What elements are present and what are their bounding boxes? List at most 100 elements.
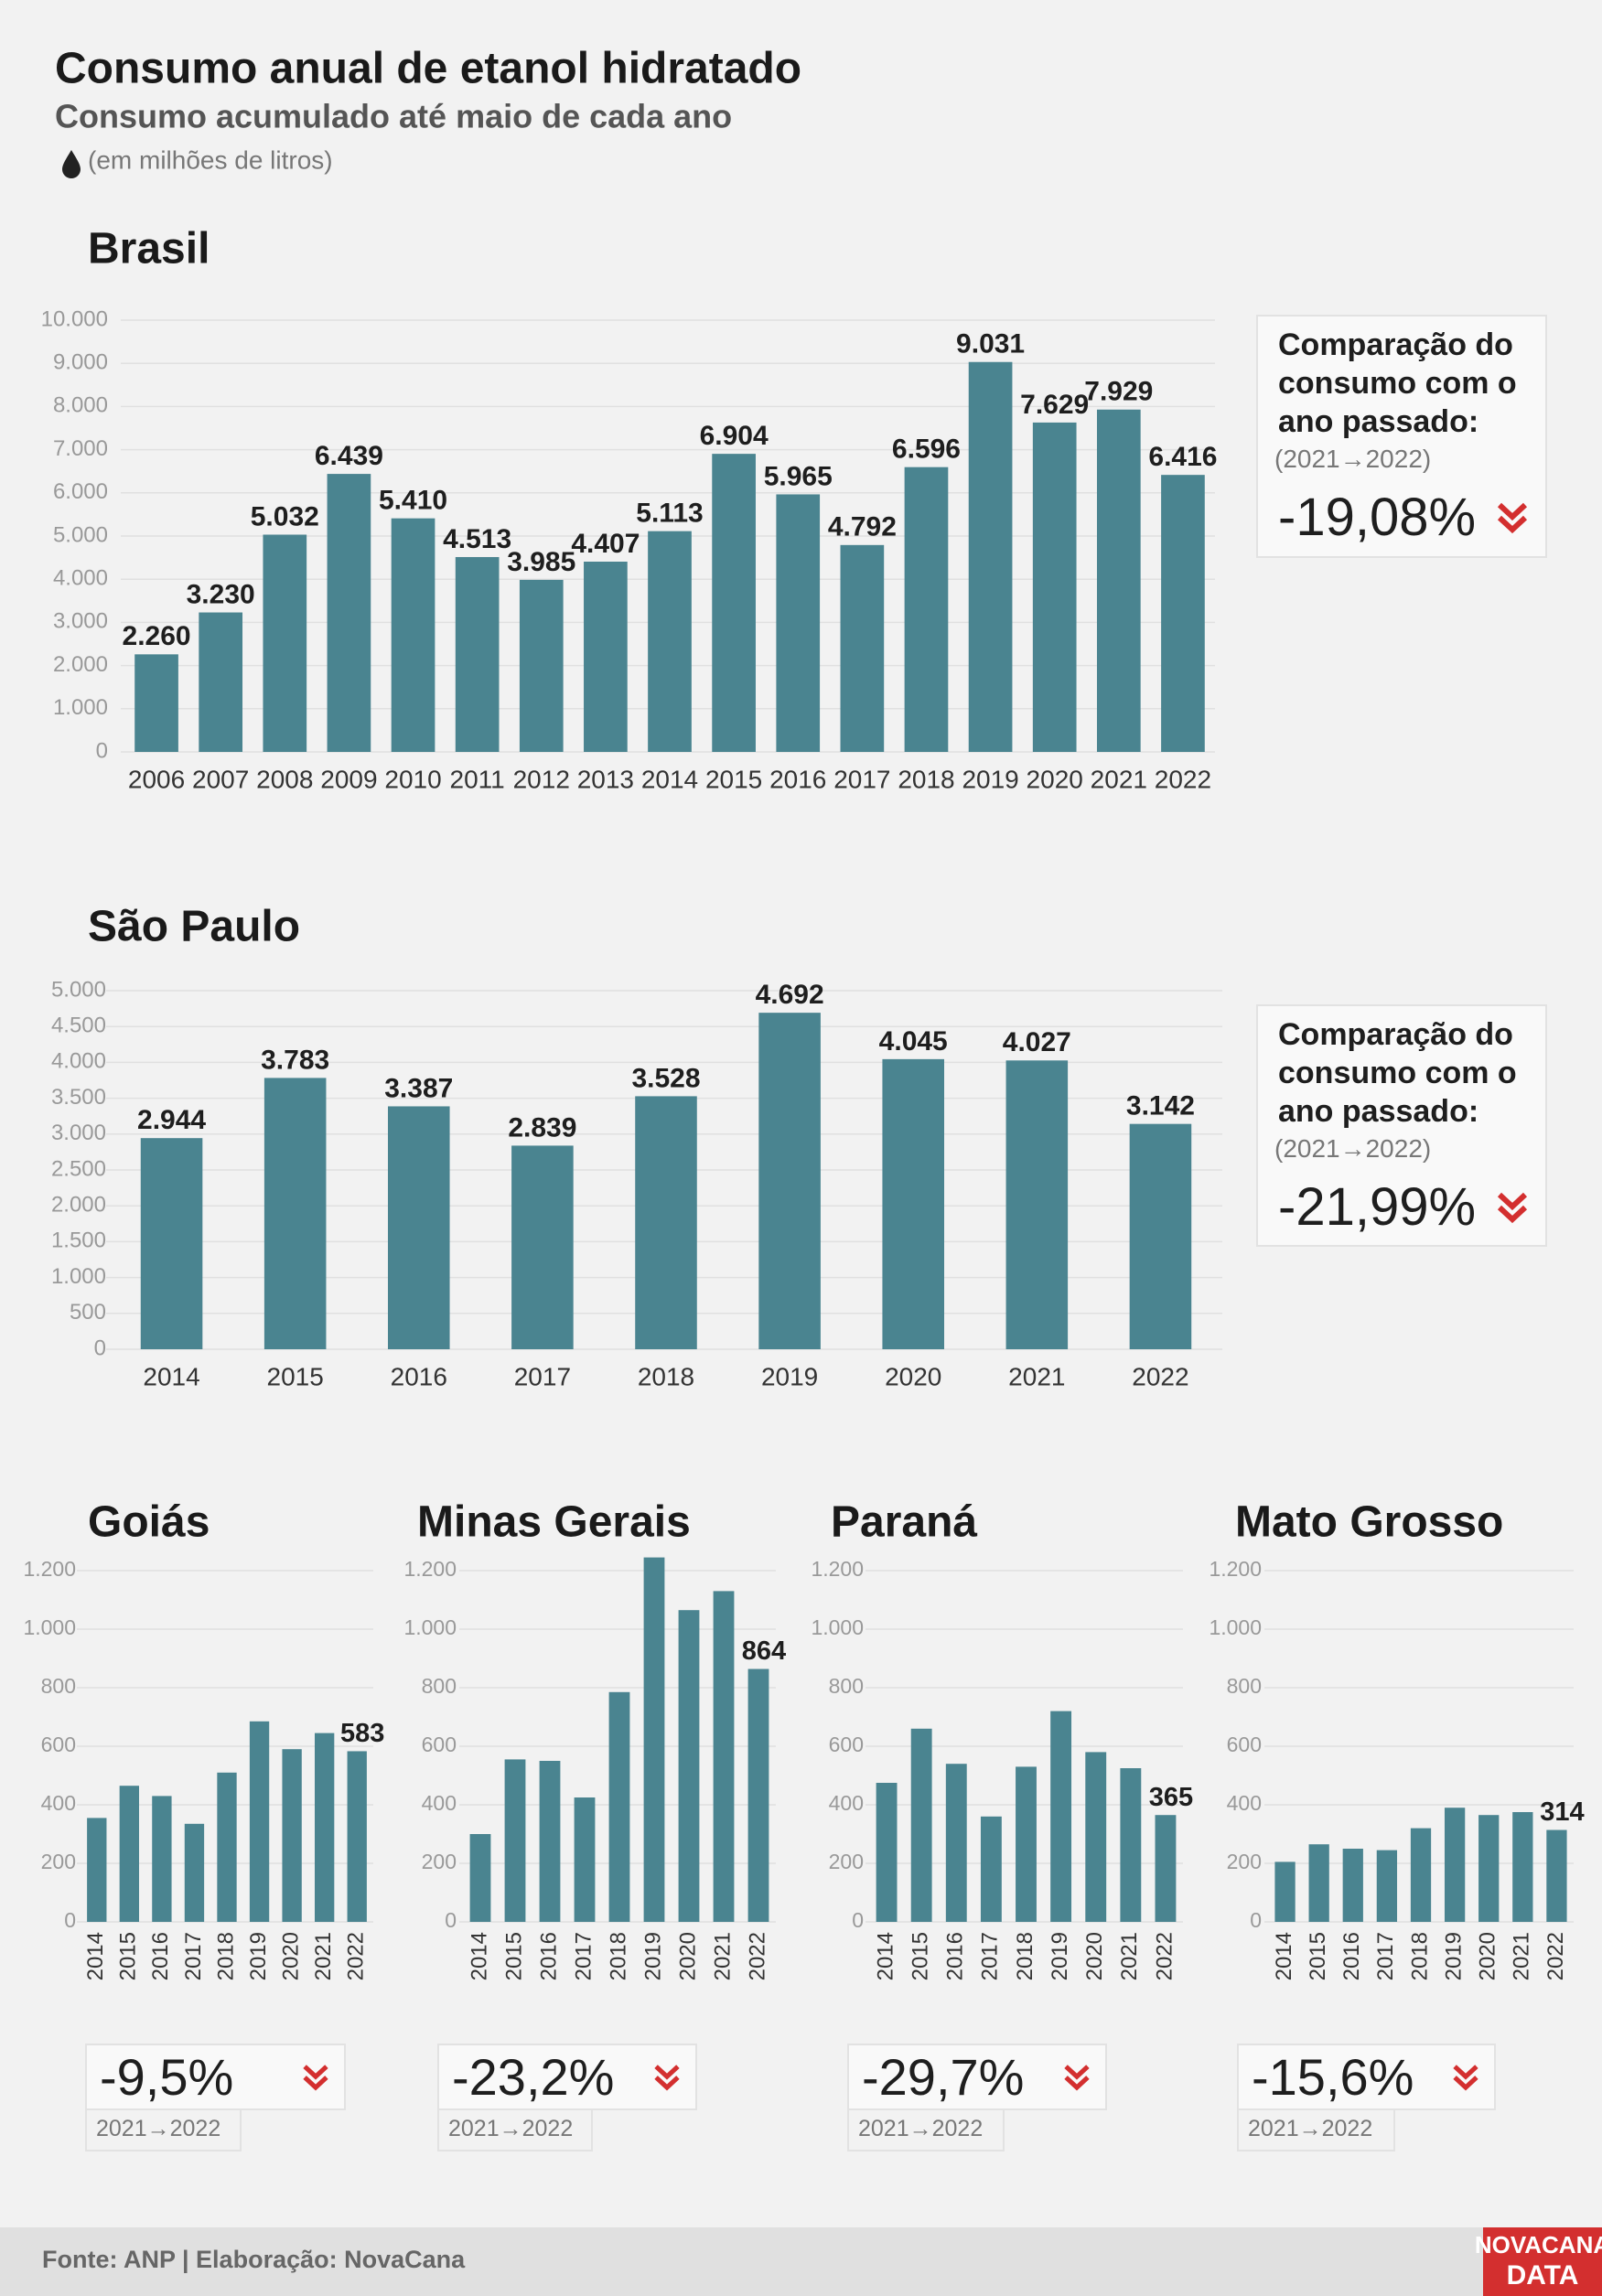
chart-title: Brasil <box>88 225 210 274</box>
bar-chart: Paraná 0 200 400 600 800 1.000 1.200 2014 2015 201… <box>811 1498 1193 1981</box>
x-tick-label: 2014 <box>143 1362 199 1390</box>
comparison-row: -9,5% <box>87 2045 344 2108</box>
data-label: 6.904 <box>700 421 769 451</box>
bar <box>152 1796 172 1922</box>
y-tick-label: 0 <box>1250 1908 1262 1932</box>
x-tick-label: 2015 <box>1306 1932 1330 1980</box>
comparison-row: -15,6% <box>1239 2045 1494 2108</box>
x-tick-label: 2022 <box>344 1932 369 1980</box>
y-tick-label: 1.000 <box>403 1615 457 1639</box>
x-tick-label: 2022 <box>1155 765 1211 793</box>
bar <box>1120 1768 1142 1922</box>
data-label: 3.142 <box>1126 1091 1195 1121</box>
bar <box>1129 1123 1192 1349</box>
x-tick-label: 2020 <box>1082 1932 1107 1980</box>
x-tick-label: 2016 <box>536 1932 561 1980</box>
down-arrow <box>654 2064 680 2091</box>
data-label: 3.387 <box>384 1073 453 1103</box>
bar <box>134 654 178 752</box>
x-tick-label: 2016 <box>943 1932 968 1980</box>
y-tick-label: 2.000 <box>53 652 108 677</box>
bar <box>119 1786 139 1922</box>
y-tick-label: 4.000 <box>51 1049 106 1074</box>
comparison-box: -15,6% <box>1237 2044 1496 2110</box>
y-tick-label: 600 <box>422 1733 457 1756</box>
x-tick-label: 2015 <box>705 765 762 793</box>
x-tick-label: 2014 <box>467 1932 491 1980</box>
comparison-change: -29,7% <box>862 2048 1025 2106</box>
comparison-box: Comparação do consumo com o ano passado:… <box>1256 1004 1547 1247</box>
x-tick-label: 2017 <box>1373 1932 1398 1980</box>
bar <box>713 1591 735 1922</box>
bar <box>910 1728 932 1922</box>
x-tick-label: 2016 <box>1339 1932 1364 1980</box>
bar <box>539 1761 561 1922</box>
y-tick-label: 0 <box>94 1336 106 1360</box>
data-label: 4.792 <box>828 512 897 542</box>
x-tick-label: 2019 <box>246 1932 271 1980</box>
x-tick-label: 2014 <box>873 1932 898 1980</box>
comparison-change: -15,6% <box>1252 2048 1414 2106</box>
x-tick-label: 2012 <box>513 765 570 793</box>
bar <box>217 1772 237 1922</box>
bar <box>882 1058 944 1349</box>
data-label: 7.629 <box>1020 390 1089 420</box>
comparison-period: 2021→2022 <box>847 2110 1005 2151</box>
x-tick-label: 2022 <box>1152 1932 1177 1980</box>
x-tick-label: 2019 <box>761 1362 818 1390</box>
bar <box>140 1138 203 1349</box>
x-tick-label: 2018 <box>1013 1932 1038 1980</box>
subtitle: Consumo acumulado até maio de cada ano <box>55 98 732 135</box>
y-tick-label: 5.000 <box>53 522 108 547</box>
x-tick-label: 2018 <box>898 765 954 793</box>
comparison-period: 2021→2022 <box>1237 2110 1395 2151</box>
chevron <box>1497 502 1528 533</box>
comparison-change: -23,2% <box>452 2048 615 2106</box>
x-tick-label: 2021 <box>311 1932 336 1980</box>
comparison-row: -23,2% <box>439 2045 695 2108</box>
comparison-period: (2021→2022) <box>1274 445 1432 473</box>
bar <box>1376 1850 1398 1922</box>
comparison-period: 2021→2022 <box>85 2110 242 2151</box>
data-label: 7.929 <box>1084 377 1153 407</box>
data-label: 4.692 <box>756 980 824 1010</box>
x-tick-label: 2014 <box>641 765 698 793</box>
data-label: 4.027 <box>1003 1027 1071 1057</box>
bar <box>1085 1752 1107 1922</box>
data-label: 6.596 <box>892 435 961 465</box>
x-tick-label: 2018 <box>1407 1932 1432 1980</box>
x-tick-label: 2016 <box>391 1362 447 1390</box>
chevron <box>1064 2064 1090 2091</box>
y-tick-label: 1.000 <box>51 1264 106 1289</box>
bar <box>1274 1861 1296 1922</box>
y-tick-label: 0 <box>64 1908 76 1932</box>
x-tick-label: 2022 <box>1132 1362 1188 1390</box>
x-tick-label: 2011 <box>450 765 505 793</box>
down-arrow <box>1453 2064 1478 2091</box>
x-tick-label: 2017 <box>514 1362 571 1390</box>
y-tick-label: 1.000 <box>23 1615 76 1639</box>
y-tick-label: 800 <box>1227 1674 1262 1698</box>
footer: Fonte: ANP | Elaboração: NovaCana <box>42 2246 466 2273</box>
bar <box>968 361 1013 752</box>
y-tick-label: 200 <box>41 1850 76 1873</box>
x-tick-label: 2021 <box>1117 1932 1142 1980</box>
bar <box>574 1797 596 1922</box>
bar <box>1342 1849 1363 1922</box>
bar <box>315 1733 335 1922</box>
data-label: 2.944 <box>137 1105 206 1135</box>
x-tick-label: 2022 <box>1543 1932 1568 1980</box>
data-label: 3.528 <box>631 1063 700 1093</box>
bar <box>643 1557 665 1922</box>
bar <box>1512 1812 1533 1922</box>
chart-title: Paraná <box>831 1498 977 1547</box>
y-tick-label: 600 <box>41 1733 76 1756</box>
data-label: 6.416 <box>1148 442 1217 472</box>
bar <box>584 561 628 752</box>
x-tick-label: 2015 <box>267 1362 324 1390</box>
data-label: 4.513 <box>443 524 511 554</box>
bar <box>1016 1766 1037 1922</box>
y-tick-label: 800 <box>422 1674 457 1698</box>
x-tick-label: 2014 <box>1272 1932 1296 1980</box>
bar <box>1161 475 1205 752</box>
